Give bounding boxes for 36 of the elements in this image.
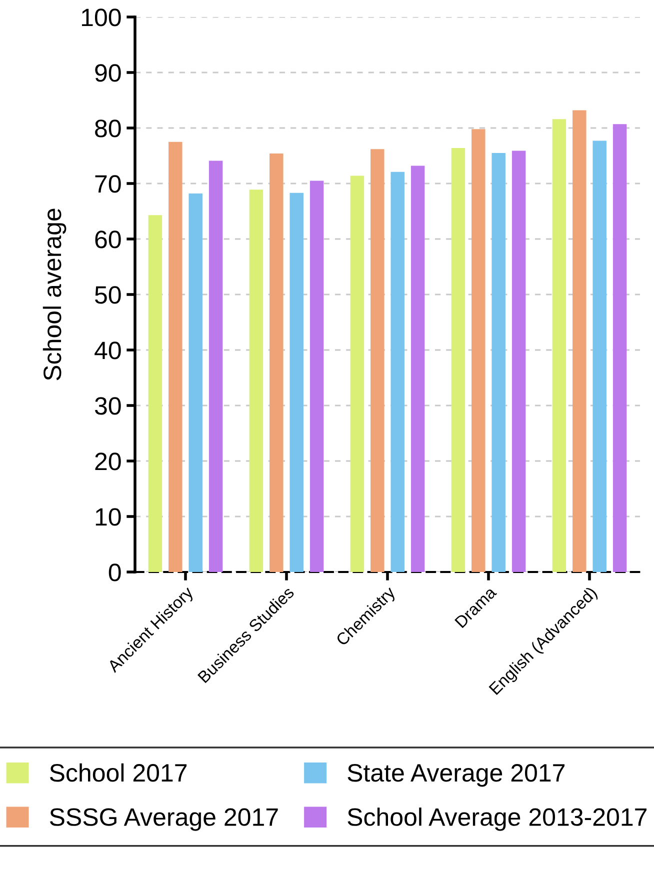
bar [188,193,202,572]
bar [168,142,182,572]
bar [350,176,364,572]
bar [612,124,627,572]
bar [410,166,425,572]
legend-label: SSSG Average 2017 [50,808,278,831]
bar [270,154,284,572]
y-tick-label: 80 [95,120,121,138]
bar [290,192,304,572]
y-tick-label: 90 [95,64,121,82]
bar [370,149,384,572]
y-tick-label: 0 [108,564,121,582]
bar [572,110,586,572]
bar [249,190,264,572]
bar [208,160,223,572]
y-tick-label: 60 [95,230,121,248]
bar [552,119,566,572]
bar [148,215,162,572]
bar [390,172,404,572]
bar [472,129,486,572]
bar [592,140,606,572]
y-tick-label: 40 [94,342,121,360]
y-tick-label: 30 [94,397,121,415]
bar [492,152,506,572]
y-axis-title: School average [42,208,66,380]
legend-label: School 2017 [50,763,187,782]
bar [451,148,466,572]
y-tick-label: 100 [82,8,121,26]
bar [310,180,324,572]
legend-label: State Average 2017 [348,764,564,787]
y-tick-label: 20 [95,452,121,470]
bar [512,150,526,572]
y-tick-label: 10 [96,508,121,526]
legend-label: School Average 2013-2017 [348,808,646,831]
y-tick-label: 50 [95,286,121,304]
y-tick-label: 70 [95,175,121,193]
